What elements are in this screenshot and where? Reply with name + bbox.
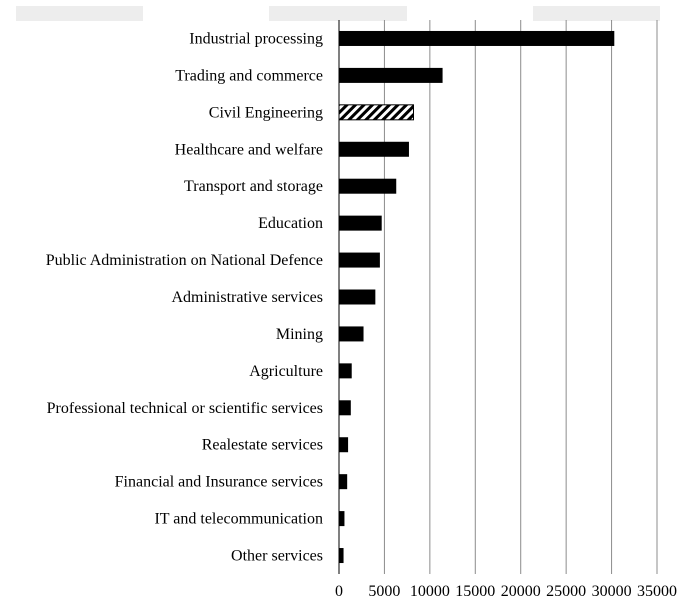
category-label: Industrial processing [189,30,323,47]
bar [339,178,397,194]
category-label: Mining [276,326,323,343]
category-label: Other services [231,548,323,565]
x-tick-label: 25000 [546,583,586,600]
category-labels: Industrial processing Trading and commerc… [46,30,323,564]
category-label: Education [258,215,323,232]
bar [338,104,415,121]
blurred-header-left [16,6,143,21]
bar [339,215,382,231]
category-label: Realestate services [202,437,323,454]
category-label: Civil Engineering [209,104,323,121]
grid-lines [338,20,658,574]
category-label: Public Administration on National Defenc… [46,252,323,269]
bar [339,548,344,564]
bar [339,67,443,83]
bar [339,363,352,379]
blurred-header-center [269,6,407,21]
category-label: Financial and Insurance services [115,474,323,491]
category-label: IT and telecommunication [154,511,323,528]
x-tick-labels: 0 5000 10000 15000 20000 25000 30000 35000 [335,583,677,600]
category-label: Transport and storage [184,178,323,195]
x-tick-label: 5000 [368,583,400,600]
bar [339,252,380,268]
bar [339,474,348,490]
x-tick-label: 0 [335,583,343,600]
bar [339,326,364,342]
bar [339,30,615,46]
category-label: Administrative services [171,289,323,306]
x-tick-label: 20000 [501,583,541,600]
x-tick-label: 15000 [455,583,495,600]
bar [339,141,409,157]
blurred-header-right [533,6,660,21]
bar [339,437,349,453]
bar [339,289,376,305]
x-tick-label: 35000 [637,583,677,600]
category-label: Agriculture [249,363,323,380]
category-label: Trading and commerce [175,67,323,84]
bar [339,511,345,527]
category-label: Healthcare and welfare [175,141,323,158]
x-tick-label: 10000 [410,583,450,600]
bars [338,30,615,564]
category-label: Professional technical or scientific ser… [47,400,323,417]
bar [339,400,351,416]
x-tick-label: 30000 [592,583,632,600]
